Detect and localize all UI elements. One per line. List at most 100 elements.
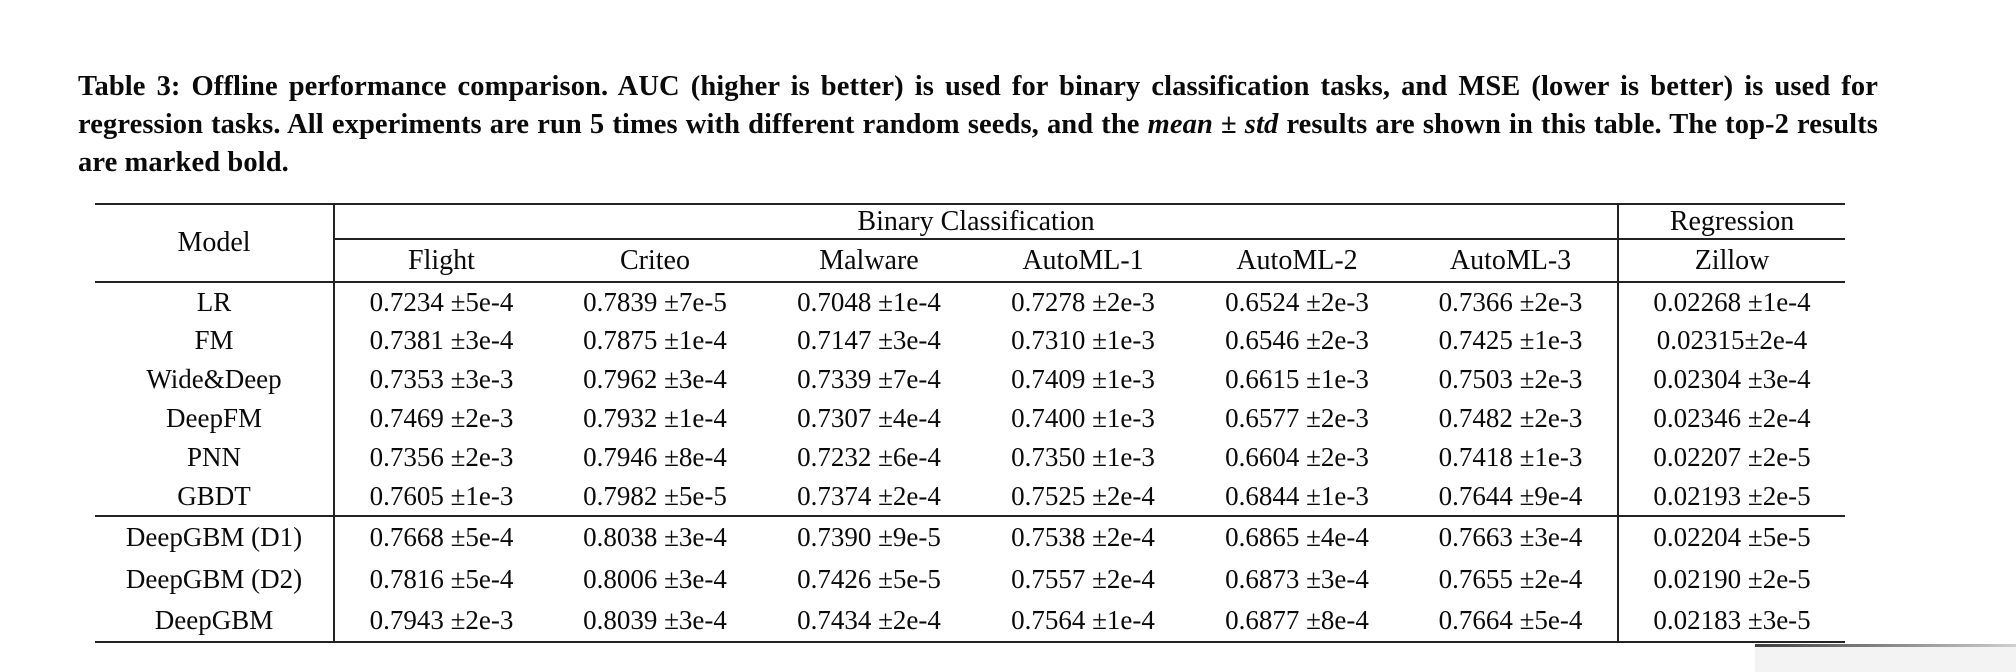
cell-criteo: 0.8039 ±3e-4 <box>548 600 762 643</box>
cell-automl-3: 0.7503 ±2e-3 <box>1438 364 1583 394</box>
cell-flight: 0.7353 ±3e-3 <box>369 364 514 394</box>
cell-flight: 0.7381 ±3e-4 <box>369 325 514 355</box>
table-row-deepgbm: DeepGBM 0.7943 ±2e-3 0.8039 ±3e-4 0.7434 ±2… <box>95 600 1846 643</box>
cell-automl-3: 0.7366 ±2e-3 <box>1438 286 1583 317</box>
cell-zillow: 0.02193 ±2e-5 <box>1617 477 1846 517</box>
cell-flight: 0.7234 ±5e-4 <box>369 286 514 317</box>
table-row-deepfm: DeepFM 0.7469 ±2e-3 0.7932 ±1e-4 0.7307 ±4e… <box>95 399 1846 438</box>
column-header-automl-1: AutoML-1 <box>976 239 1190 283</box>
cell-model: DeepGBM <box>95 600 335 643</box>
dataset-header-row: Flight Criteo Malware AutoML-1 AutoML-2 AutoM… <box>95 239 1846 283</box>
cell-model: GBDT <box>95 477 335 517</box>
cell-automl-2: 0.6524 ±2e-3 <box>1225 286 1369 317</box>
cell-malware: 0.7048 ±1e-4 <box>797 286 941 317</box>
cell-automl-3: 0.7655 ±2e-4 <box>1438 563 1583 594</box>
cell-automl-1: 0.7564 ±1e-4 <box>976 600 1190 643</box>
table-caption: Table 3: Offline performance comparison.… <box>78 68 1878 182</box>
cell-flight: 0.7469 ±2e-3 <box>369 403 514 433</box>
group-header-binary-classification: Binary Classification <box>334 204 1619 240</box>
column-header-criteo: Criteo <box>548 239 762 283</box>
table-row-wide-deep: Wide&Deep 0.7353 ±3e-3 0.7962 ±3e-4 0.7339 … <box>95 360 1846 399</box>
cell-model: DeepGBM (D1) <box>95 516 335 558</box>
cell-automl-3: 0.7664 ±5e-4 <box>1404 600 1619 643</box>
cell-zillow: 0.02207 ±2e-5 <box>1617 438 1846 477</box>
cell-automl-2: 0.6604 ±2e-3 <box>1225 442 1369 472</box>
column-header-model: Model <box>95 204 335 283</box>
cell-zillow: 0.02204 ±5e-5 <box>1617 516 1846 558</box>
cell-model: Wide&Deep <box>95 360 335 399</box>
cell-automl-1: 0.7400 ±1e-3 <box>1011 403 1155 433</box>
cell-zillow: 0.02268 ±1e-4 <box>1617 282 1846 321</box>
cell-flight: 0.7356 ±2e-3 <box>369 442 514 472</box>
cell-malware: 0.7374 ±2e-4 <box>762 477 976 517</box>
table-row-fm: FM 0.7381 ±3e-4 0.7875 ±1e-4 0.7147 ±3e-4 0.… <box>95 321 1846 360</box>
table-row-gbdt: GBDT 0.7605 ±1e-3 0.7982 ±5e-5 0.7374 ±2e-4… <box>95 477 1846 517</box>
table-row-deepgbm-d2: DeepGBM (D2) 0.7816 ±5e-4 0.8006 ±3e-4 0.74… <box>95 558 1846 600</box>
cell-criteo: 0.7982 ±5e-5 <box>548 477 762 517</box>
cell-automl-2: 0.6873 ±3e-4 <box>1225 563 1369 594</box>
table-row-deepgbm-d1: DeepGBM (D1) 0.7668 ±5e-4 0.8038 ±3e-4 0.73… <box>95 516 1846 558</box>
cell-zillow: 0.02346 ±2e-4 <box>1617 399 1846 438</box>
cell-automl-1: 0.7409 ±1e-3 <box>1011 364 1155 394</box>
column-header-automl-3: AutoML-3 <box>1404 239 1619 283</box>
cell-automl-1: 0.7278 ±2e-3 <box>1011 286 1155 317</box>
caption-italic-mean-std: mean ± std <box>1147 109 1279 140</box>
cell-automl-3: 0.7663 ±3e-4 <box>1438 522 1583 552</box>
cell-automl-1: 0.7350 ±1e-3 <box>1011 442 1155 472</box>
cell-automl-1: 0.7525 ±2e-4 <box>976 477 1190 517</box>
column-header-flight: Flight <box>334 239 548 283</box>
cell-model: DeepFM <box>95 399 335 438</box>
cell-automl-3: 0.7425 ±1e-3 <box>1438 325 1583 355</box>
cell-model: LR <box>95 282 335 321</box>
cell-automl-2: 0.6877 ±8e-4 <box>1190 600 1404 643</box>
cell-criteo: 0.7839 ±7e-5 <box>583 286 727 317</box>
table-row-pnn: PNN 0.7356 ±2e-3 0.7946 ±8e-4 0.7232 ±6e-4 0… <box>95 438 1846 477</box>
cell-criteo: 0.7932 ±1e-4 <box>583 403 727 433</box>
cell-malware: 0.7426 ±5e-5 <box>797 563 941 594</box>
cell-flight: 0.7605 ±1e-3 <box>334 477 548 517</box>
cell-model: FM <box>95 321 335 360</box>
cell-malware: 0.7307 ±4e-4 <box>797 403 941 433</box>
column-header-automl-2: AutoML-2 <box>1190 239 1404 283</box>
cell-zillow: 0.02190 ±2e-5 <box>1617 558 1846 600</box>
cell-flight: 0.7668 ±5e-4 <box>369 522 514 552</box>
group-header-regression: Regression <box>1617 204 1846 240</box>
cell-criteo: 0.7875 ±1e-4 <box>583 325 727 355</box>
cell-automl-3: 0.7482 ±2e-3 <box>1438 403 1583 433</box>
cell-malware: 0.7390 ±9e-5 <box>797 522 941 552</box>
cell-automl-1: 0.7557 ±2e-4 <box>1011 563 1155 594</box>
cell-criteo: 0.8038 ±3e-4 <box>583 522 727 552</box>
cell-criteo: 0.7962 ±3e-4 <box>583 364 727 394</box>
cell-automl-2: 0.6546 ±2e-3 <box>1225 325 1369 355</box>
cell-criteo: 0.7946 ±8e-4 <box>583 442 727 472</box>
cell-zillow: 0.02304 ±3e-4 <box>1617 360 1846 399</box>
column-header-zillow: Zillow <box>1617 239 1846 283</box>
caption-text-before: Table 3: Offline performance comparison.… <box>78 71 1878 140</box>
cell-malware: 0.7339 ±7e-4 <box>797 364 941 394</box>
caption-text-after: results are shown in this table. The top… <box>78 109 1878 178</box>
cell-zillow: 0.02183 ±3e-5 <box>1617 600 1846 643</box>
screenshot-artifact-strip <box>1755 644 2016 672</box>
cell-flight: 0.7943 ±2e-3 <box>334 600 548 643</box>
cell-automl-3: 0.7644 ±9e-4 <box>1404 477 1619 517</box>
cell-automl-2: 0.6615 ±1e-3 <box>1225 364 1369 394</box>
cell-zillow: 0.02315±2e-4 <box>1617 321 1846 360</box>
cell-criteo: 0.8006 ±3e-4 <box>583 563 727 594</box>
cell-automl-2: 0.6844 ±1e-3 <box>1190 477 1404 517</box>
cell-automl-3: 0.7418 ±1e-3 <box>1438 442 1583 472</box>
cell-automl-1: 0.7310 ±1e-3 <box>1011 325 1155 355</box>
cell-model: DeepGBM (D2) <box>95 558 335 600</box>
table-row-lr: LR 0.7234 ±5e-4 0.7839 ±7e-5 0.7048 ±1e-4 0.… <box>95 282 1846 321</box>
group-header-row: Model Binary Classification Regression <box>95 204 1846 283</box>
cell-automl-2: 0.6865 ±4e-4 <box>1225 522 1369 552</box>
cell-malware: 0.7434 ±2e-4 <box>762 600 976 643</box>
cell-malware: 0.7147 ±3e-4 <box>797 325 941 355</box>
cell-flight: 0.7816 ±5e-4 <box>369 563 514 594</box>
cell-automl-2: 0.6577 ±2e-3 <box>1225 403 1369 433</box>
performance-table: Model Binary Classification Regression F… <box>95 203 1846 643</box>
column-header-malware: Malware <box>762 239 976 283</box>
cell-malware: 0.7232 ±6e-4 <box>797 442 941 472</box>
cell-model: PNN <box>95 438 335 477</box>
cell-automl-1: 0.7538 ±2e-4 <box>1011 522 1155 552</box>
